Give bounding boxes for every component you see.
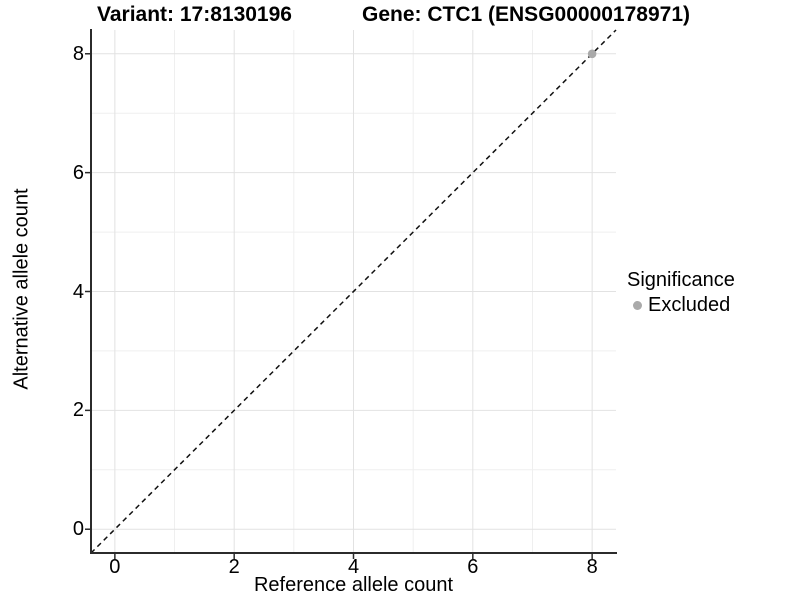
y-tick-label: 4 [72,280,84,303]
gene-title: Gene: CTC1 (ENSG00000178971) [362,3,690,26]
y-axis-title: Alternative allele count [10,188,33,390]
legend: Significance Excluded [627,269,735,317]
identity-line [90,29,617,554]
y-tick-label: 8 [72,42,84,65]
legend-entry-label: Excluded [648,294,731,316]
data-point [587,49,597,59]
x-tick-label: 6 [467,556,479,578]
legend-entry-excluded: Excluded [627,294,735,317]
variant-title: Variant: 17:8130196 [97,3,292,26]
x-tick-label: 2 [228,556,240,578]
legend-title: Significance [627,269,735,291]
y-tick-label: 0 [72,518,84,541]
x-tick-label: 8 [586,556,598,578]
x-tick-label: 0 [109,556,121,578]
legend-point-icon [633,301,642,310]
plot-area-svg [85,29,617,559]
x-axis-title: Reference allele count [253,574,453,596]
y-tick-label: 6 [72,161,84,184]
y-tick-label: 2 [72,399,84,422]
plot-panel [85,29,617,559]
x-tick-label: 4 [347,556,360,578]
